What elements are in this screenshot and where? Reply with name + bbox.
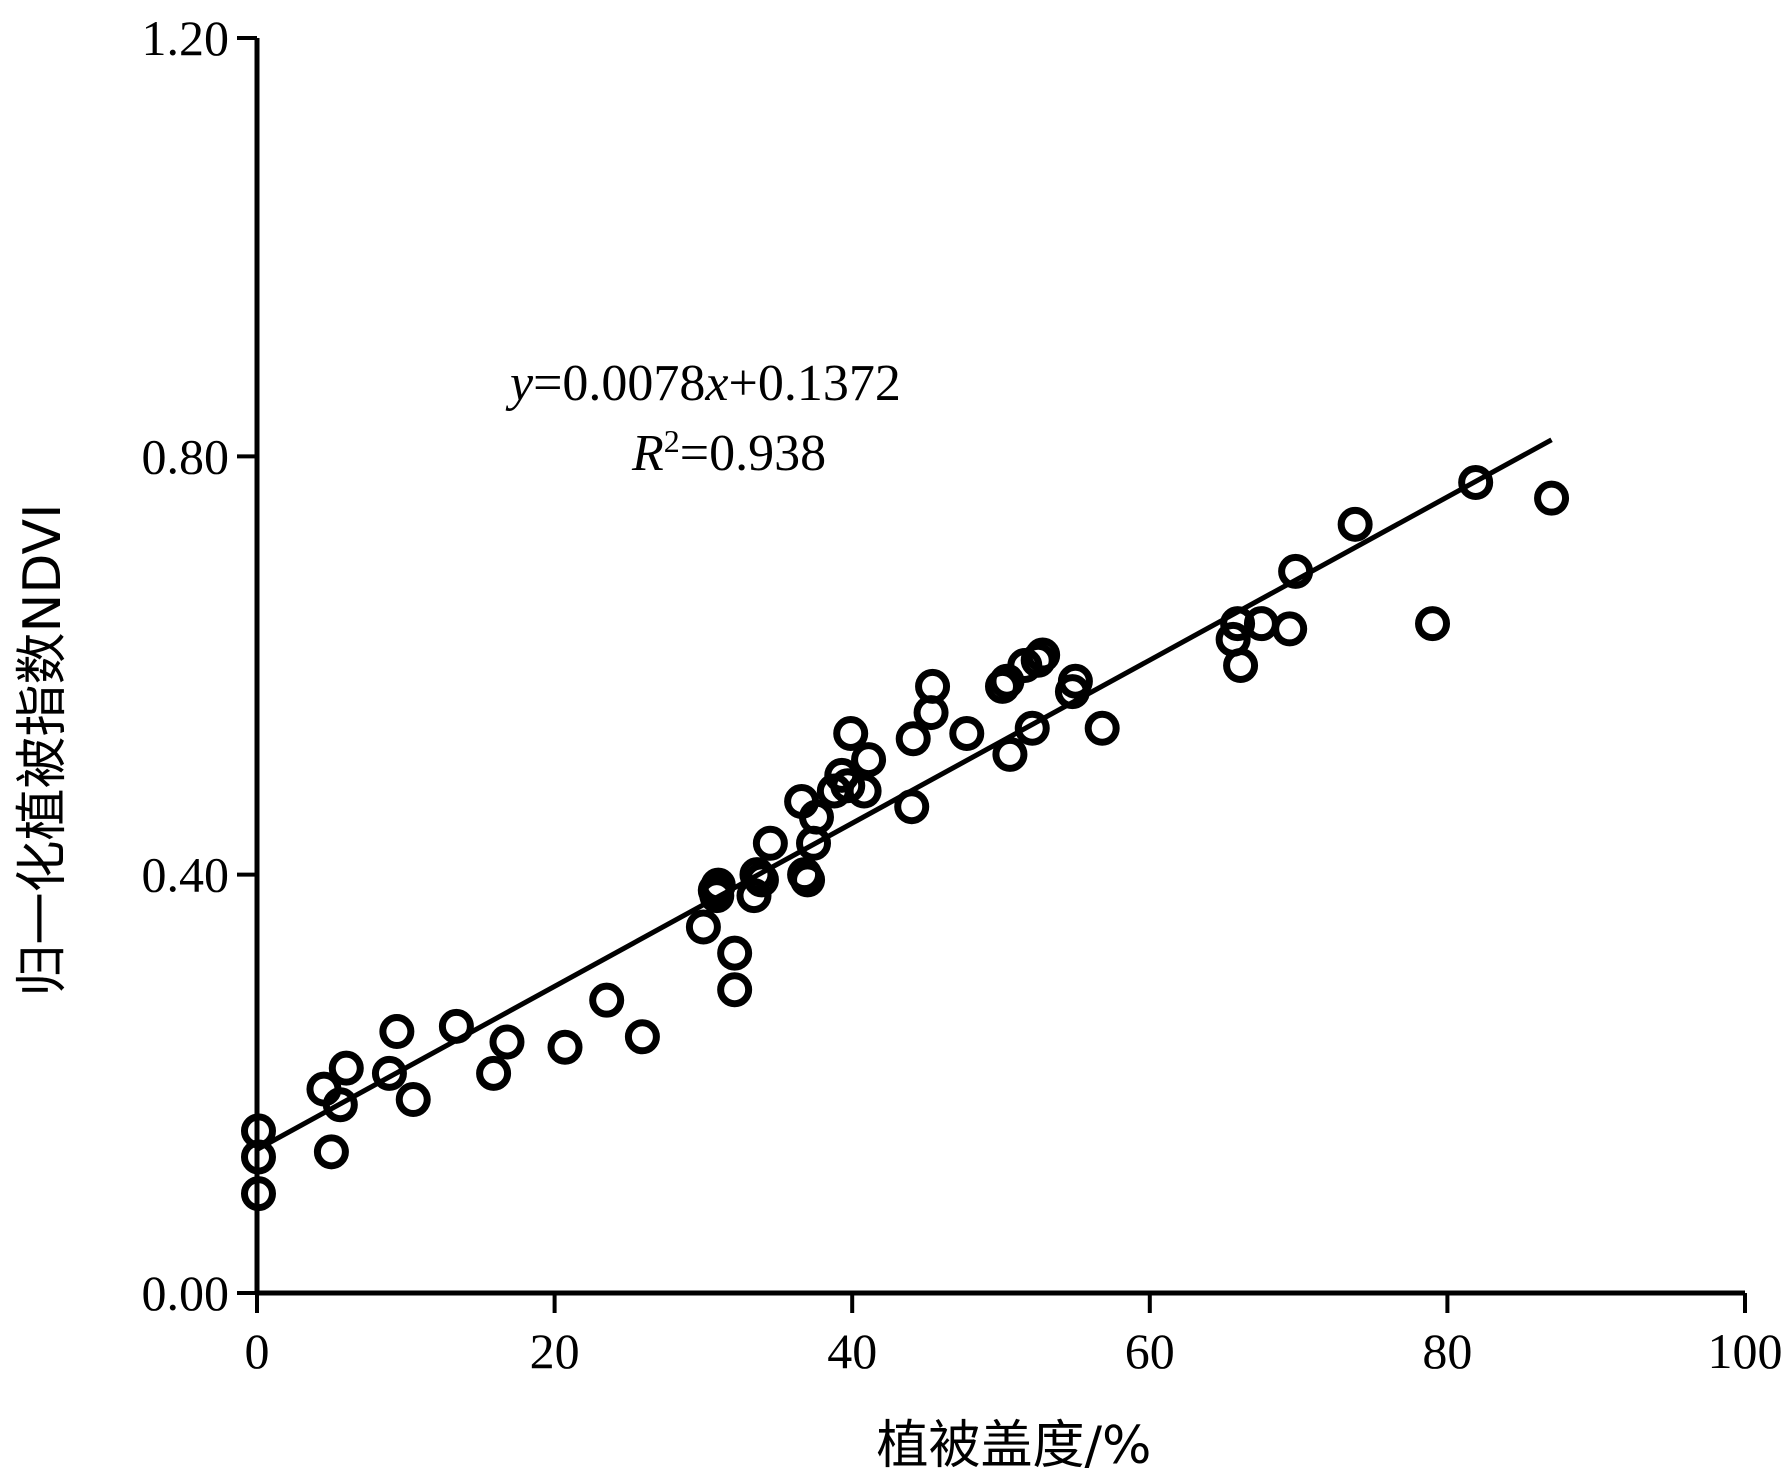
data-point <box>322 1087 358 1123</box>
data-point <box>1534 480 1570 516</box>
y-tick-label: 0.80 <box>142 428 230 484</box>
x-axis-title: 植被盖度/% <box>877 1416 1152 1476</box>
data-point <box>895 721 931 757</box>
data-point <box>1223 648 1259 683</box>
data-point <box>379 1014 415 1050</box>
r2-value: =0.938 <box>680 425 826 482</box>
data-point <box>1415 606 1451 642</box>
x-tick-label: 20 <box>530 1323 580 1379</box>
data-point <box>240 1176 276 1212</box>
data-points <box>240 464 1570 1212</box>
x-tick-label: 60 <box>1125 1323 1175 1379</box>
equation-intercept: +0.1372 <box>729 355 901 412</box>
data-point <box>798 799 834 835</box>
tick-marks <box>237 36 1747 1313</box>
y-tick-labels: 0.00 0.40 0.80 1.20 <box>142 10 230 1321</box>
data-point <box>547 1029 583 1065</box>
data-point <box>624 1019 660 1055</box>
y-tick-label: 0.40 <box>142 847 230 903</box>
data-point <box>717 972 753 1008</box>
data-point <box>846 773 882 809</box>
y-tick-label: 0.00 <box>142 1265 230 1321</box>
x-tick-labels: 0 20 40 60 80 100 <box>245 1323 1783 1379</box>
data-point <box>489 1024 525 1060</box>
r2-symbol: R <box>631 425 664 482</box>
data-point <box>830 768 866 804</box>
data-point <box>851 742 887 778</box>
data-point <box>1458 464 1494 500</box>
data-point <box>992 736 1028 772</box>
equation-slope: =0.0078 <box>533 355 705 412</box>
data-point <box>476 1055 512 1091</box>
x-tick-label: 40 <box>827 1323 877 1379</box>
data-point <box>328 1050 364 1086</box>
data-point <box>1014 710 1050 746</box>
data-point <box>1057 663 1093 699</box>
data-point <box>1084 710 1120 746</box>
x-tick-label: 100 <box>1708 1323 1783 1379</box>
data-point <box>833 715 869 751</box>
data-point <box>685 909 721 945</box>
data-point <box>949 715 985 751</box>
data-point <box>894 789 930 825</box>
data-point <box>1278 553 1314 589</box>
data-point <box>717 935 753 971</box>
data-point <box>1272 611 1308 647</box>
data-point <box>395 1082 431 1118</box>
data-point <box>700 867 736 903</box>
y-axis-title: 归一化植被指数NDVI <box>13 504 73 997</box>
data-point <box>1025 637 1061 673</box>
data-point <box>1220 606 1256 642</box>
y-tick-label: 1.20 <box>142 10 230 66</box>
data-point <box>313 1134 349 1170</box>
data-point <box>371 1055 407 1091</box>
data-point <box>589 982 625 1018</box>
data-point <box>752 825 788 861</box>
r2-superscript: 2 <box>664 423 680 459</box>
data-point <box>438 1008 474 1044</box>
regression-equation: y=0.0078x+0.1372 <box>505 355 901 412</box>
equation-y-symbol: y <box>505 355 534 412</box>
x-tick-label: 80 <box>1422 1323 1472 1379</box>
r-squared-label: R2=0.938 <box>631 423 826 482</box>
data-point <box>790 862 826 898</box>
axes <box>254 38 1745 1296</box>
data-point <box>915 668 951 704</box>
x-tick-label: 0 <box>245 1323 270 1379</box>
equation-x-symbol: x <box>704 355 728 412</box>
data-point <box>240 1139 276 1175</box>
data-point <box>743 862 779 898</box>
data-point <box>1337 506 1373 542</box>
